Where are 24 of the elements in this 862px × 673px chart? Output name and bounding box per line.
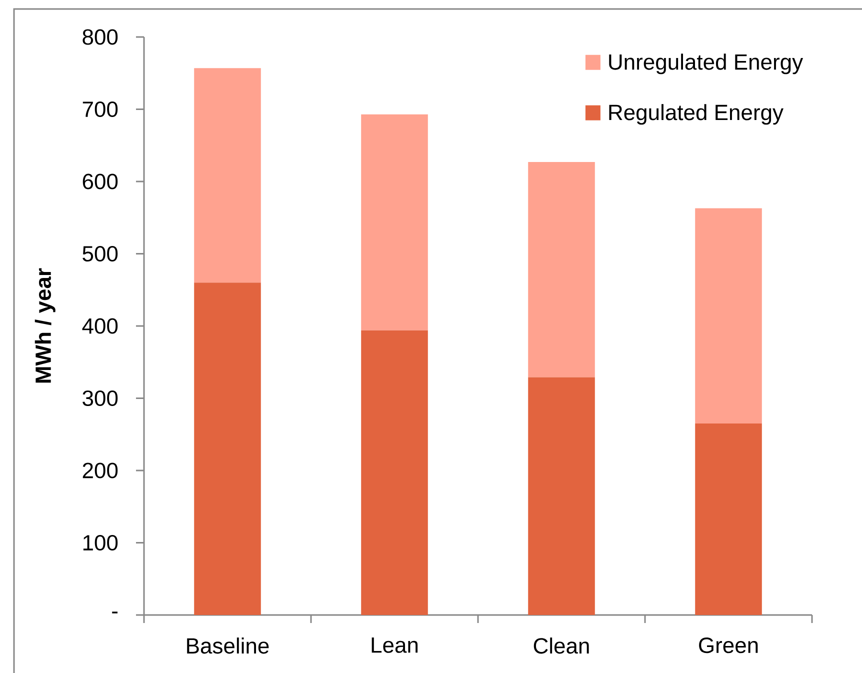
bar: [194, 68, 261, 283]
y-tick-label: 100: [83, 534, 118, 551]
y-tick-label: 200: [82, 462, 118, 478]
y-tick-label: 400: [82, 318, 118, 334]
y-axis-title: MWh / year: [34, 268, 56, 383]
bar: [194, 282, 261, 615]
y-tick-label: 300: [82, 390, 118, 406]
bar: [528, 377, 595, 615]
y-tick-label: 700: [82, 101, 118, 118]
legend-label: Regulated Energy: [609, 104, 784, 125]
x-tick-label: Baseline: [187, 638, 269, 654]
y-tick-label: 500: [82, 246, 118, 262]
bar: [695, 208, 762, 424]
x-tick-label: Clean: [534, 638, 589, 654]
bar: [528, 162, 595, 378]
x-tick-label: Green: [699, 638, 758, 654]
y-tick-label: 600: [82, 174, 118, 190]
y-tick-label: 800: [82, 29, 118, 45]
y-tick-label: -: [112, 612, 118, 614]
legend-label: Unregulated Energy: [609, 54, 804, 74]
bar: [361, 114, 428, 330]
bar: [361, 330, 428, 615]
bar: [695, 424, 762, 615]
x-tick-label: Lean: [372, 638, 418, 653]
